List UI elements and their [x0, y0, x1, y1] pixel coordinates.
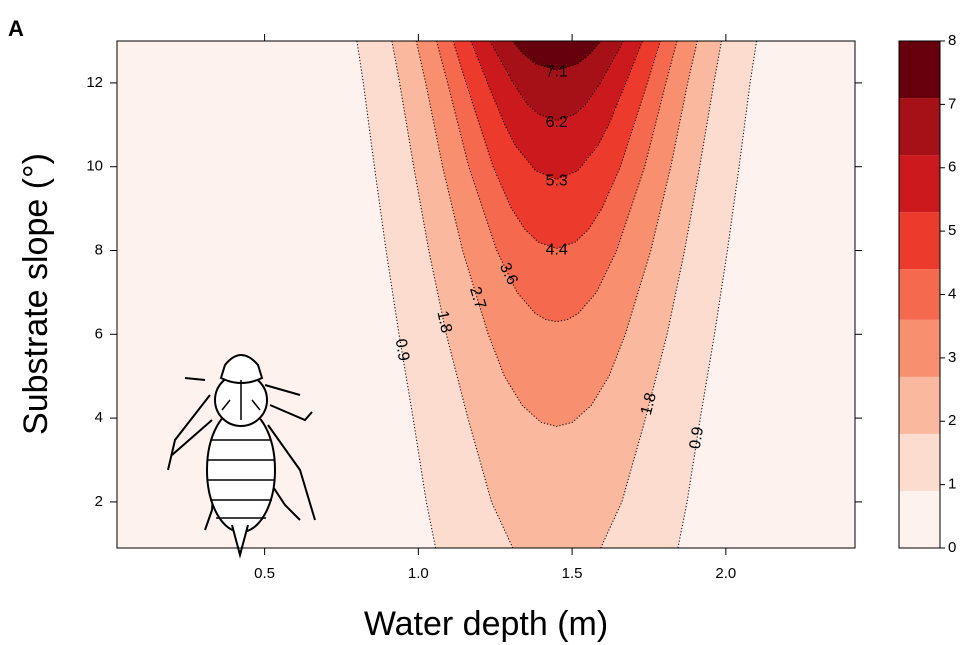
- colorbar-band: [899, 269, 940, 320]
- colorbar-band: [899, 490, 940, 548]
- contour-label: 6.2: [546, 114, 568, 131]
- colorbar-band: [899, 155, 940, 213]
- y-tick-label: 10: [86, 158, 103, 175]
- contour-label: 2.7: [466, 285, 489, 311]
- colorbar-tick-label: 7: [948, 95, 956, 112]
- colorbar-tick-label: 4: [948, 285, 956, 302]
- contour-line: [512, 41, 602, 71]
- colorbar-tick-label: 1: [948, 476, 956, 493]
- x-tick-label: 1.0: [408, 565, 429, 582]
- colorbar-band: [899, 433, 940, 491]
- colorbar-tick-label: 6: [948, 159, 956, 176]
- contour-band: [512, 41, 601, 71]
- colorbar-band: [899, 98, 940, 156]
- colorbar: 0 1 2 3 4 5 6 7 8: [898, 32, 956, 556]
- x-tick-label: 1.5: [562, 565, 583, 582]
- x-tick-label: 0.5: [254, 565, 275, 582]
- colorbar-tick-label: 2: [948, 412, 956, 429]
- contour-band: [490, 41, 624, 121]
- colorbar-band: [899, 41, 940, 99]
- contour-fills: [117, 41, 855, 548]
- contour-line: [356, 41, 758, 548]
- colorbar-band: [899, 319, 940, 377]
- colorbar-band: [899, 212, 940, 270]
- y-tick-label: 6: [95, 325, 103, 342]
- colorbar-tick-label: 5: [948, 222, 956, 239]
- contour-label: 5.3: [546, 173, 568, 190]
- y-tick-label: 4: [95, 409, 103, 426]
- plot-frame: [116, 40, 856, 549]
- contour-label: 1.8: [433, 309, 454, 334]
- x-axis-title: Water depth (m): [364, 605, 608, 643]
- colorbar-tick-label: 8: [948, 32, 956, 49]
- y-tick-label: 8: [95, 241, 103, 258]
- colorbar-band: [899, 376, 940, 434]
- contour-label: 4.4: [546, 242, 568, 259]
- contour-label: 0.9: [687, 426, 707, 451]
- contour-label: 1.8: [638, 391, 660, 417]
- axes: 0.5 1.0 1.5 2.0 2 4 6 8 10 12: [86, 34, 862, 582]
- y-tick-label: 12: [86, 74, 103, 91]
- y-axis-title: Substrate slope (°): [17, 153, 55, 435]
- contour-label: 7.1: [546, 64, 568, 81]
- colorbar-tick-label: 0: [948, 539, 956, 556]
- colorbar-tick-label: 3: [948, 349, 956, 366]
- contour-lines: 0.90.91.81.82.73.64.45.36.27.1: [356, 41, 758, 548]
- x-tick-label: 2.0: [715, 565, 736, 582]
- insect-illustration: [167, 354, 316, 559]
- contour-label: 0.9: [392, 338, 413, 363]
- y-tick-label: 2: [95, 493, 103, 510]
- panel-label: A: [8, 16, 24, 41]
- contour-line: [452, 41, 661, 249]
- contour-line: [415, 41, 698, 428]
